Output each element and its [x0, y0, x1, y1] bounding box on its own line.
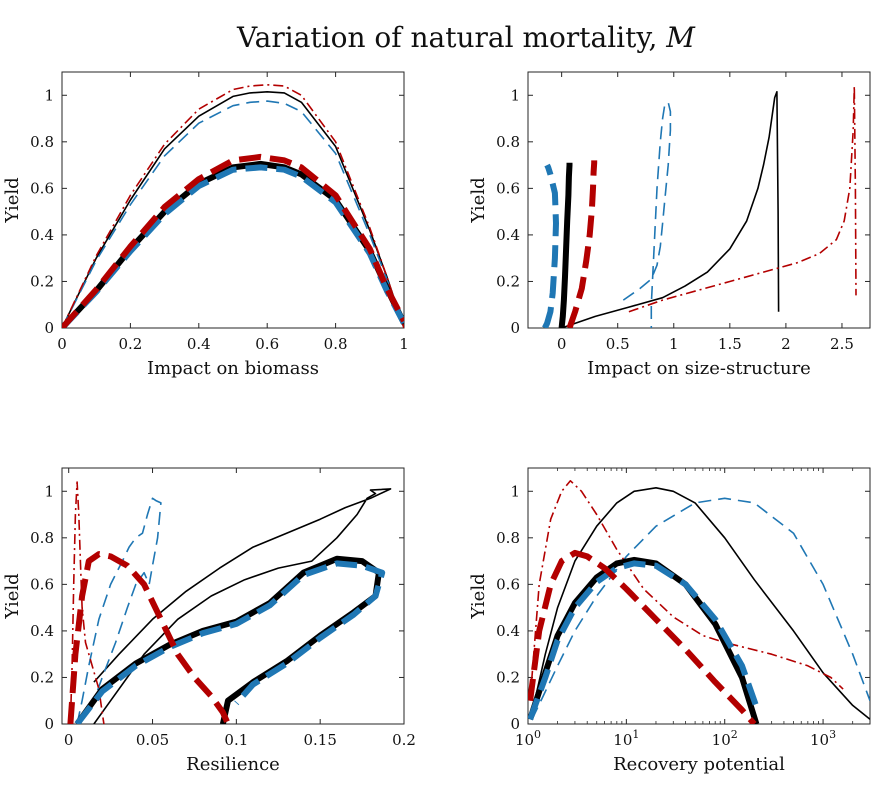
x-tick-label: 1	[399, 335, 409, 353]
x-tick-label: 0.5	[606, 335, 630, 353]
y-tick-label: 0.6	[496, 575, 520, 593]
y-tick-label: 1	[510, 86, 520, 104]
x-tick-label: 0.1	[224, 731, 248, 749]
y-axis-label: Yield	[468, 177, 489, 223]
series-line-D	[74, 555, 382, 724]
y-tick-label: 0.8	[496, 529, 520, 547]
x-tick-label: 101	[613, 728, 639, 749]
y-axis-label: Yield	[468, 573, 489, 619]
series-line-A	[62, 91, 404, 328]
axes-box	[61, 71, 405, 329]
axes-box	[61, 467, 405, 725]
y-tick-label: 0	[44, 319, 54, 337]
x-tick-label: 0	[64, 731, 74, 749]
series-line-B	[622, 101, 672, 328]
y-tick-label: 0	[510, 319, 520, 337]
figure-title-symbol: M	[665, 21, 696, 54]
x-tick-label: 0.8	[324, 335, 348, 353]
y-tick-label: 0.6	[496, 179, 520, 197]
x-tick-label: 0	[57, 335, 67, 353]
x-tick-label: 1	[669, 335, 679, 353]
y-tick-label: 0.8	[30, 529, 54, 547]
x-tick-label: 0.2	[392, 731, 416, 749]
x-tick-label: 100	[515, 728, 541, 749]
series-line-C	[62, 84, 404, 328]
x-tick-label: 103	[810, 728, 836, 749]
y-tick-label: 0.2	[30, 668, 54, 686]
y-tick-label: 0.4	[496, 226, 520, 244]
y-tick-label: 0.6	[30, 575, 54, 593]
y-tick-label: 0.4	[496, 622, 520, 640]
series-line-C	[69, 481, 105, 724]
series-line-A	[531, 487, 870, 720]
y-tick-label: 0.4	[30, 226, 54, 244]
y-tick-label: 1	[44, 482, 54, 500]
y-tick-label: 0	[44, 715, 54, 733]
y-axis-label: Yield	[2, 177, 23, 223]
series-line-F	[528, 549, 757, 724]
y-tick-label: 1	[44, 86, 54, 104]
series-line-E	[62, 164, 404, 328]
y-axis-label: Yield	[2, 573, 23, 619]
series-line-F	[62, 153, 404, 328]
y-tick-label: 0	[510, 715, 520, 733]
x-axis-label: Impact on biomass	[147, 358, 319, 379]
series-line-C	[628, 85, 857, 313]
subplot-4: 100 101 102 103 0 0.2 0.4 0.6 0.8 1 Recovery poten…	[468, 467, 871, 775]
series-line-B	[62, 100, 404, 328]
y-tick-label: 0.8	[496, 133, 520, 151]
y-tick-label: 0.2	[496, 668, 520, 686]
subplots: 0 0.2 0.4 0.6 0.8 1 0 0.2 0.4 0.6 0.8 1 Impact on bi…	[2, 71, 871, 775]
figure-title-text: Variation of natural mortality,	[236, 21, 666, 54]
series-line-B	[76, 497, 162, 724]
series-line-A	[93, 488, 392, 724]
series-line-D	[528, 556, 760, 724]
series-group	[62, 84, 404, 328]
x-tick-label: 0.4	[187, 335, 211, 353]
series-line-B	[531, 497, 870, 720]
series-line-E	[542, 163, 559, 328]
x-tick-label: 1.5	[718, 335, 742, 353]
x-axis-label: Recovery potential	[613, 754, 785, 775]
series-group	[528, 480, 870, 724]
series-line-C	[529, 480, 844, 701]
series-line-A	[561, 91, 780, 328]
x-tick-label: 0.2	[118, 335, 142, 353]
series-line-F	[566, 159, 598, 328]
x-tick-label: 0.15	[303, 731, 336, 749]
axes-box	[527, 71, 871, 329]
series-line-E	[528, 560, 762, 721]
y-tick-label: 0.2	[496, 272, 520, 290]
series-group	[542, 85, 857, 328]
x-axis-label: Impact on size-structure	[587, 358, 811, 379]
y-tick-label: 0.4	[30, 622, 54, 640]
series-line-E	[74, 560, 386, 724]
subplot-2: 0 0.5 1 1.5 2 2.5 0 0.2 0.4 0.6 0.8 1 Impact on size…	[468, 71, 871, 379]
x-tick-label: 2.5	[830, 335, 854, 353]
series-group	[67, 481, 392, 724]
x-tick-label: 2	[781, 335, 791, 353]
series-line-F	[67, 551, 231, 724]
x-tick-label: 0.6	[255, 335, 279, 353]
figure-title: Variation of natural mortality, M	[236, 21, 696, 54]
x-tick-label: 102	[712, 728, 738, 749]
x-tick-label: 0	[557, 335, 567, 353]
y-tick-label: 0.2	[30, 272, 54, 290]
x-tick-label: 0.05	[136, 731, 169, 749]
y-tick-label: 0.6	[30, 179, 54, 197]
subplot-1: 0 0.2 0.4 0.6 0.8 1 0 0.2 0.4 0.6 0.8 1 Impact on bi…	[2, 71, 409, 379]
series-line-D	[558, 162, 573, 328]
x-axis-label: Resilience	[186, 754, 280, 775]
axes-box	[527, 467, 871, 725]
y-tick-label: 1	[510, 482, 520, 500]
y-tick-label: 0.8	[30, 133, 54, 151]
subplot-3: 0 0.05 0.1 0.15 0.2 0 0.2 0.4 0.6 0.8 1 Resilience Y…	[2, 467, 416, 775]
